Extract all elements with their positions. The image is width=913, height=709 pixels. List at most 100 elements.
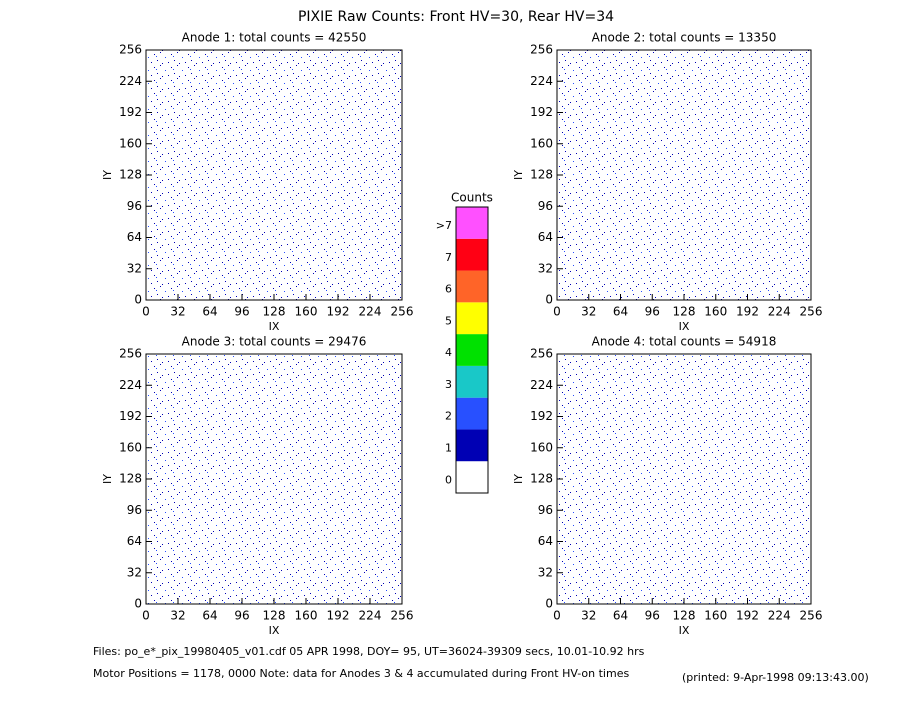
x-tick-label: 64 bbox=[613, 609, 628, 623]
footer-printed: (printed: 9-Apr-1998 09:13:43.00) bbox=[682, 671, 869, 684]
colorbar-cell bbox=[456, 207, 488, 239]
x-axis-label: IX bbox=[679, 320, 690, 333]
y-axis-label: IY bbox=[101, 474, 114, 484]
colorbar-label: 3 bbox=[445, 378, 452, 391]
y-tick-label: 192 bbox=[119, 105, 142, 119]
y-axis-label: IY bbox=[512, 170, 525, 180]
x-tick-label: 64 bbox=[202, 305, 217, 319]
x-axis-label: IX bbox=[679, 624, 690, 637]
colorbar-cell bbox=[456, 334, 488, 366]
heatmap-area bbox=[556, 353, 812, 605]
y-tick-label: 64 bbox=[538, 534, 553, 548]
x-tick-label: 64 bbox=[202, 609, 217, 623]
colorbar-cell bbox=[456, 365, 488, 398]
colorbar-label: 0 bbox=[445, 473, 452, 486]
x-tick-label: 224 bbox=[768, 609, 791, 623]
y-tick-label: 128 bbox=[530, 472, 553, 486]
y-tick-label: 32 bbox=[538, 261, 553, 275]
heatmap-area bbox=[145, 49, 403, 301]
x-axis-label: IX bbox=[269, 320, 280, 333]
x-tick-label: 32 bbox=[170, 609, 185, 623]
y-tick-label: 96 bbox=[127, 199, 142, 213]
y-tick-label: 32 bbox=[127, 565, 142, 579]
panel-title: Anode 4: total counts = 54918 bbox=[592, 335, 777, 349]
x-tick-label: 192 bbox=[736, 609, 759, 623]
heatmap-area bbox=[145, 353, 403, 605]
x-tick-label: 256 bbox=[800, 305, 823, 319]
x-tick-label: 32 bbox=[170, 305, 185, 319]
x-tick-label: 96 bbox=[234, 609, 249, 623]
y-tick-label: 64 bbox=[127, 534, 142, 548]
y-tick-label: 256 bbox=[530, 347, 553, 361]
x-tick-label: 0 bbox=[553, 305, 561, 319]
x-tick-label: 160 bbox=[704, 609, 727, 623]
x-tick-label: 224 bbox=[359, 305, 382, 319]
y-tick-label: 224 bbox=[530, 378, 553, 392]
y-tick-label: 0 bbox=[545, 597, 553, 611]
x-tick-label: 0 bbox=[142, 305, 150, 319]
colorbar-label: 1 bbox=[445, 442, 452, 455]
y-tick-label: 32 bbox=[538, 565, 553, 579]
panel-title: Anode 2: total counts = 13350 bbox=[592, 31, 777, 45]
footer-files: Files: po_e*_pix_19980405_v01.cdf 05 APR… bbox=[93, 645, 645, 658]
footer-motor: Motor Positions = 1178, 0000 Note: data … bbox=[93, 667, 629, 680]
y-axis-label: IY bbox=[101, 170, 114, 180]
colorbar-title: Counts bbox=[451, 191, 493, 205]
colorbar-label: 5 bbox=[445, 314, 452, 327]
x-tick-label: 32 bbox=[581, 305, 596, 319]
x-axis-label: IX bbox=[269, 624, 280, 637]
page-title: PIXIE Raw Counts: Front HV=30, Rear HV=3… bbox=[298, 9, 614, 25]
y-tick-label: 128 bbox=[530, 168, 553, 182]
colorbar-label: 6 bbox=[445, 283, 452, 296]
colorbar-cell bbox=[456, 238, 488, 271]
y-tick-label: 224 bbox=[119, 378, 142, 392]
y-tick-label: 256 bbox=[119, 43, 142, 57]
colorbar-cell bbox=[456, 270, 488, 303]
y-tick-label: 192 bbox=[119, 409, 142, 423]
x-tick-label: 96 bbox=[234, 305, 249, 319]
y-tick-label: 128 bbox=[119, 472, 142, 486]
y-tick-label: 64 bbox=[127, 230, 142, 244]
y-tick-label: 160 bbox=[119, 136, 142, 150]
x-tick-label: 96 bbox=[645, 609, 660, 623]
y-tick-label: 0 bbox=[134, 293, 142, 307]
heatmap-area bbox=[556, 49, 812, 301]
x-tick-label: 128 bbox=[263, 305, 286, 319]
y-tick-label: 160 bbox=[530, 136, 553, 150]
x-tick-label: 224 bbox=[359, 609, 382, 623]
x-tick-label: 0 bbox=[553, 609, 561, 623]
colorbar-cell bbox=[456, 429, 488, 462]
y-tick-label: 256 bbox=[530, 43, 553, 57]
x-tick-label: 192 bbox=[327, 305, 350, 319]
x-tick-label: 192 bbox=[327, 609, 350, 623]
y-tick-label: 256 bbox=[119, 347, 142, 361]
colorbar-cell bbox=[456, 397, 488, 430]
y-tick-label: 96 bbox=[127, 503, 142, 517]
y-tick-label: 32 bbox=[127, 261, 142, 275]
panel-title: Anode 3: total counts = 29476 bbox=[182, 335, 367, 349]
x-tick-label: 160 bbox=[704, 305, 727, 319]
x-tick-label: 224 bbox=[768, 305, 791, 319]
x-tick-label: 256 bbox=[391, 305, 414, 319]
x-tick-label: 128 bbox=[673, 305, 696, 319]
y-tick-label: 96 bbox=[538, 199, 553, 213]
colorbar-frame bbox=[455, 206, 489, 494]
y-tick-label: 0 bbox=[545, 293, 553, 307]
colorbar-label: 4 bbox=[445, 346, 452, 359]
y-tick-label: 224 bbox=[530, 74, 553, 88]
x-tick-label: 0 bbox=[142, 609, 150, 623]
y-tick-label: 192 bbox=[530, 409, 553, 423]
x-tick-label: 256 bbox=[800, 609, 823, 623]
y-tick-label: 160 bbox=[530, 440, 553, 454]
y-tick-label: 160 bbox=[119, 440, 142, 454]
y-tick-label: 224 bbox=[119, 74, 142, 88]
x-tick-label: 160 bbox=[295, 305, 318, 319]
x-tick-label: 32 bbox=[581, 609, 596, 623]
y-tick-label: 128 bbox=[119, 168, 142, 182]
x-tick-label: 160 bbox=[295, 609, 318, 623]
y-tick-label: 192 bbox=[530, 105, 553, 119]
y-axis-label: IY bbox=[512, 474, 525, 484]
colorbar-label: 2 bbox=[445, 410, 452, 423]
x-tick-label: 192 bbox=[736, 305, 759, 319]
